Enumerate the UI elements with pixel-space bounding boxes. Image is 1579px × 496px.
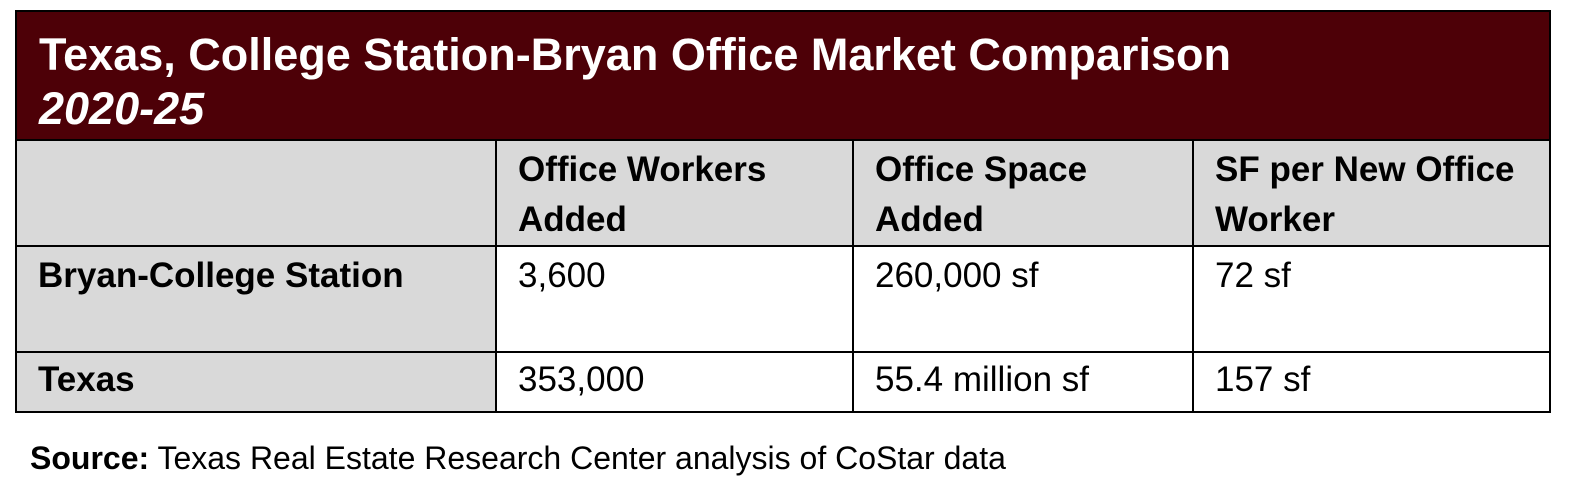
- source-note: Source: Texas Real Estate Research Cente…: [30, 438, 1006, 478]
- header-sf-per-new-office-worker: SF per New Office Worker: [1192, 141, 1549, 247]
- comparison-table: Office Workers Added Office Space Added …: [17, 141, 1549, 411]
- row-label-bryan-college-station: Bryan-College Station: [17, 245, 497, 353]
- comparison-table-panel: Texas, College Station-Bryan Office Mark…: [15, 10, 1551, 413]
- header-cell-empty: [17, 141, 497, 247]
- table-row: Texas 353,000 55.4 million sf 157 sf: [17, 351, 1549, 411]
- header-office-space-added: Office Space Added: [852, 141, 1194, 247]
- cell-workers: 3,600: [495, 245, 854, 353]
- header-row: Office Workers Added Office Space Added …: [17, 141, 1549, 247]
- row-label-texas: Texas: [17, 351, 497, 411]
- cell-sf-per-worker: 157 sf: [1192, 351, 1549, 411]
- header-office-workers-added: Office Workers Added: [495, 141, 854, 247]
- cell-sf-per-worker: 72 sf: [1192, 245, 1549, 353]
- table-title: Texas, College Station-Bryan Office Mark…: [39, 29, 1231, 80]
- title-bar: Texas, College Station-Bryan Office Mark…: [17, 12, 1549, 141]
- cell-workers: 353,000: [495, 351, 854, 411]
- table-row: Bryan-College Station 3,600 260,000 sf 7…: [17, 245, 1549, 353]
- source-text: Texas Real Estate Research Center analys…: [149, 440, 1006, 476]
- cell-space: 260,000 sf: [852, 245, 1194, 353]
- table-subtitle: 2020-25: [39, 83, 205, 134]
- source-label: Source:: [30, 440, 150, 476]
- cell-space: 55.4 million sf: [852, 351, 1194, 411]
